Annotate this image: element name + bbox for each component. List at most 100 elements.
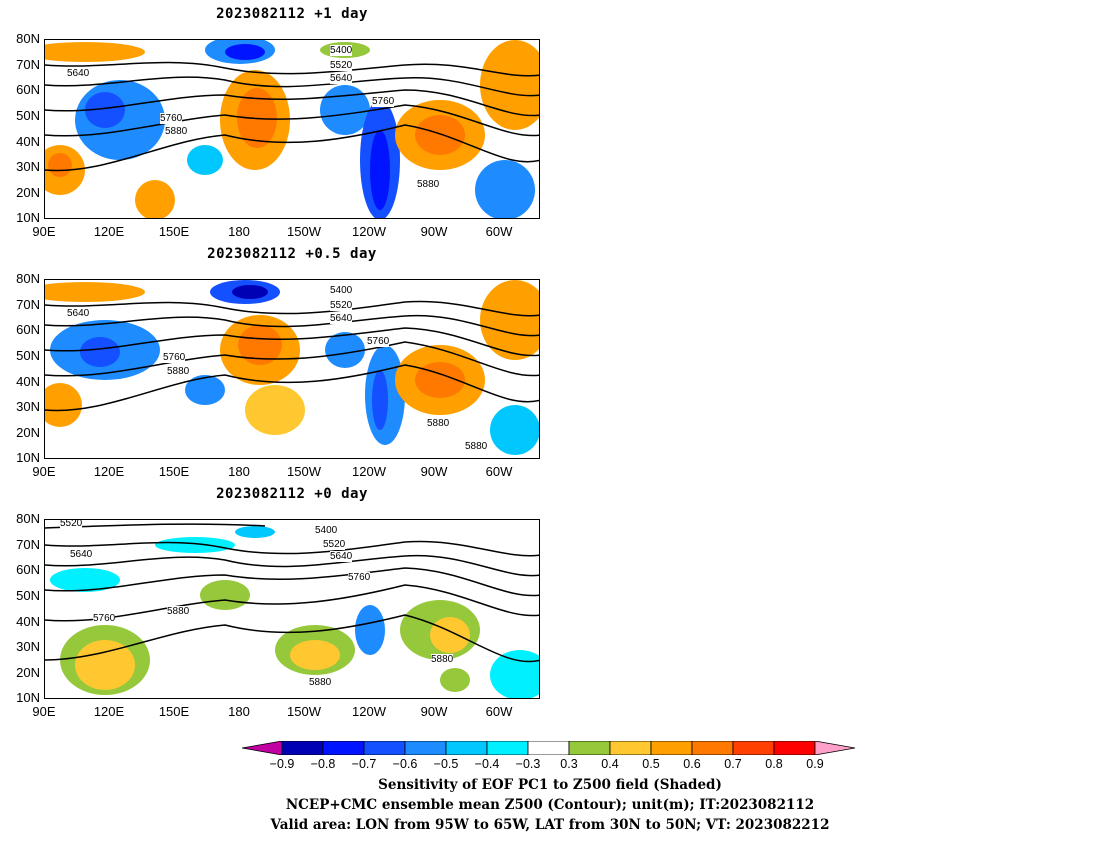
shading <box>45 280 539 455</box>
caption-valid-area: Valid area: LON from 95W to 65W, LAT fro… <box>270 817 830 833</box>
contour-label: 5640 <box>67 68 90 79</box>
contours <box>45 61 539 172</box>
lon-label: 90W <box>420 224 448 239</box>
colorbar-box <box>281 741 324 755</box>
colorbar-tick-label: 0.7 <box>724 757 742 771</box>
lon-label: 90W <box>420 464 448 479</box>
colorbar-box <box>691 741 734 755</box>
lat-label: 50N <box>16 348 40 363</box>
contour-label: 5640 <box>330 313 353 324</box>
colorbar-box <box>404 741 447 755</box>
contours <box>45 523 539 663</box>
colorbar-tick-label: −0.3 <box>515 757 541 771</box>
lat-label: 40N <box>16 374 40 389</box>
lat-label: 30N <box>16 159 40 174</box>
lon-label: 120W <box>352 704 386 719</box>
contour-label: 5400 <box>315 525 338 536</box>
lon-label: 180 <box>228 464 250 479</box>
colorbar-tick-label: −0.8 <box>310 757 336 771</box>
map-svg <box>45 280 539 455</box>
lat-label: 80N <box>16 511 40 526</box>
lat-label: 70N <box>16 297 40 312</box>
caption-title: Sensitivity of EOF PC1 to Z500 field (Sh… <box>378 777 722 793</box>
contour-label: 5880 <box>167 606 190 617</box>
lon-label: 180 <box>228 704 250 719</box>
lon-label: 120W <box>352 224 386 239</box>
lat-label: 40N <box>16 134 40 149</box>
colorbar-tick-label: −0.6 <box>392 757 418 771</box>
contour-label: 5640 <box>67 308 90 319</box>
colorbar-box <box>486 741 529 755</box>
lon-label: 90E <box>32 224 56 239</box>
lat-label: 30N <box>16 639 40 654</box>
colorbar-box <box>322 741 365 755</box>
contour-label: 5880 <box>465 441 488 452</box>
lon-label: 150W <box>287 224 321 239</box>
lat-label: 70N <box>16 57 40 72</box>
colorbar-tick-label: 0.4 <box>601 757 619 771</box>
contour-label: 5880 <box>165 126 188 137</box>
lat-label: 50N <box>16 588 40 603</box>
colorbar-box <box>363 741 406 755</box>
lon-label: 120E <box>93 464 125 479</box>
contour-label: 5760 <box>348 572 371 583</box>
colorbar-tick-label: 0.6 <box>683 757 701 771</box>
lat-label: 70N <box>16 537 40 552</box>
lat-label: 10N <box>16 690 40 705</box>
lon-label: 120E <box>93 704 125 719</box>
lon-label: 90E <box>32 464 56 479</box>
contour-label: 5520 <box>330 60 353 71</box>
contour-label: 5760 <box>93 613 116 624</box>
lat-label: 60N <box>16 562 40 577</box>
panel-title: 2023082112 +1 day <box>216 6 368 22</box>
shading <box>50 526 539 698</box>
lon-label: 60W <box>485 464 513 479</box>
panel-title: 2023082112 +0.5 day <box>207 246 377 262</box>
contour-label: 5400 <box>330 285 353 296</box>
lat-label: 10N <box>16 450 40 465</box>
map-plus-1-day: 5640 5400 5520 5640 5760 5760 5880 5880 <box>44 39 540 219</box>
lat-label: 60N <box>16 82 40 97</box>
contour-label: 5640 <box>330 551 353 562</box>
lon-label: 120E <box>93 224 125 239</box>
contour-label: 5640 <box>330 73 353 84</box>
contour-label: 5880 <box>309 677 332 688</box>
lon-label: 180 <box>228 224 250 239</box>
colorbar-box <box>609 741 652 755</box>
contour-label: 5760 <box>367 336 390 347</box>
map-svg <box>45 40 539 218</box>
lon-label: 120W <box>352 464 386 479</box>
colorbar-box <box>445 741 488 755</box>
lon-label: 150E <box>158 464 190 479</box>
lat-label: 40N <box>16 614 40 629</box>
colorbar-box <box>773 741 816 755</box>
colorbar-tick-label: 0.5 <box>642 757 660 771</box>
lat-label: 20N <box>16 425 40 440</box>
colorbar-box <box>527 741 570 755</box>
map-svg <box>45 523 539 698</box>
colorbar-box <box>650 741 693 755</box>
lat-label: 30N <box>16 399 40 414</box>
caption-contour-info: NCEP+CMC ensemble mean Z500 (Contour); u… <box>285 797 815 813</box>
colorbar-tick-label: −0.4 <box>474 757 500 771</box>
lat-label: 10N <box>16 210 40 225</box>
lon-label: 90W <box>420 704 448 719</box>
colorbar-tick-label: 0.8 <box>765 757 783 771</box>
colorbar-box <box>568 741 611 755</box>
contour-label: 5640 <box>70 549 93 560</box>
colorbar-tick-label: 0.9 <box>806 757 824 771</box>
colorbar-box <box>732 741 775 755</box>
lon-label: 150W <box>287 464 321 479</box>
colorbar-tick-label: −0.5 <box>433 757 459 771</box>
contour-label: 5760 <box>372 96 395 107</box>
lat-label: 60N <box>16 322 40 337</box>
contour-label: 5880 <box>417 179 440 190</box>
lon-label: 150E <box>158 704 190 719</box>
contour-label: 5760 <box>163 352 186 363</box>
contours <box>45 300 539 412</box>
lat-label: 20N <box>16 665 40 680</box>
contour-label: 5880 <box>427 418 450 429</box>
contour-label: 5400 <box>330 45 353 56</box>
contour-label: 5520 <box>330 300 353 311</box>
lat-label: 20N <box>16 185 40 200</box>
